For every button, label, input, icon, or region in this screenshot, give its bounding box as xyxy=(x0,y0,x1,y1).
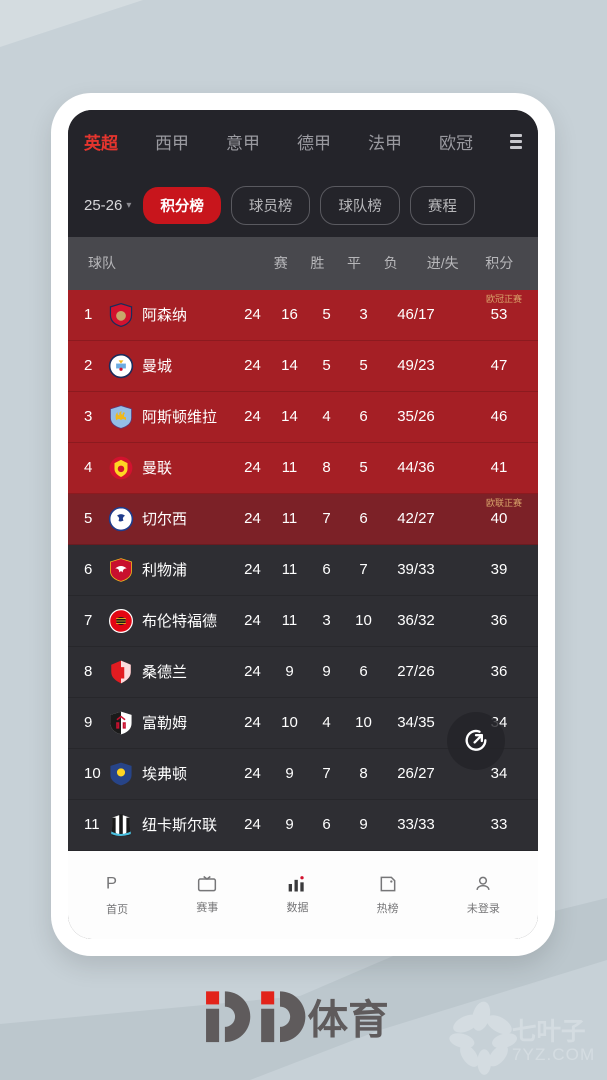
svg-text:七叶子: 七叶子 xyxy=(512,1018,586,1046)
svg-text:P: P xyxy=(106,874,117,892)
svg-text:7YZ.COM: 7YZ.COM xyxy=(512,1045,595,1064)
svg-text:体育: 体育 xyxy=(308,996,389,1042)
